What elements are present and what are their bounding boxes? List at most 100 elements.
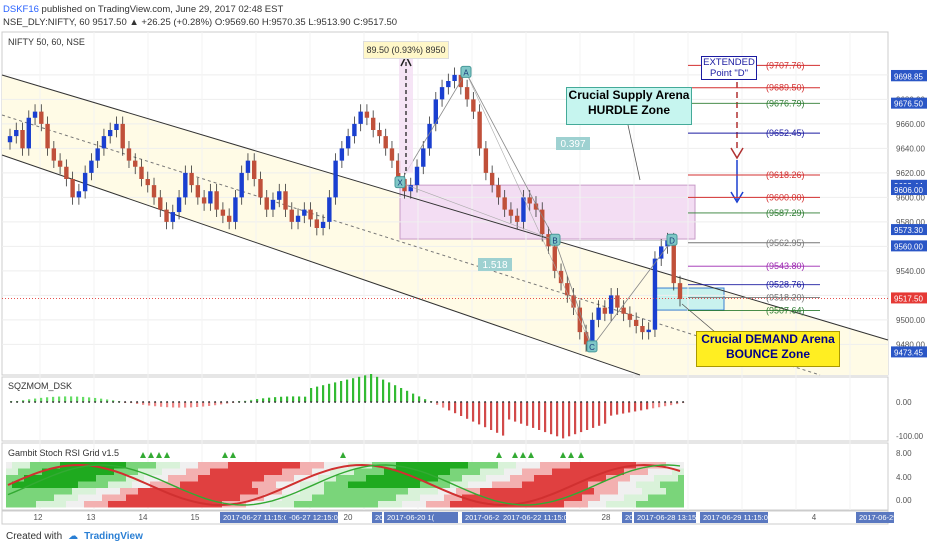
squeeze-dot bbox=[406, 401, 409, 403]
stoch-grid-cell bbox=[36, 475, 42, 482]
ratio-label-ratio_mid: 1.518 bbox=[482, 260, 507, 271]
stoch-grid-cell bbox=[288, 501, 294, 508]
stoch-grid-cell bbox=[24, 475, 30, 482]
stoch-grid-cell bbox=[162, 468, 168, 475]
tradingview-logo-icon[interactable]: ☁ bbox=[68, 531, 79, 542]
stoch-grid-cell bbox=[618, 462, 624, 469]
stoch-grid-cell bbox=[438, 481, 444, 488]
stoch-grid-cell bbox=[594, 462, 600, 469]
stoch-grid-cell bbox=[612, 475, 618, 482]
stoch-grid-cell bbox=[552, 501, 558, 508]
candle-body bbox=[151, 185, 157, 198]
stoch-grid-cell bbox=[306, 494, 312, 501]
stoch-grid-cell bbox=[360, 481, 366, 488]
candle-body bbox=[514, 215, 520, 222]
squeeze-dot bbox=[250, 401, 253, 403]
stoch-grid-cell bbox=[36, 488, 42, 495]
stoch-grid-cell bbox=[330, 475, 336, 482]
stoch-grid-cell bbox=[372, 501, 378, 508]
x-tag-bg bbox=[500, 512, 566, 523]
stoch-grid-cell bbox=[318, 501, 324, 508]
squeeze-dot bbox=[574, 401, 577, 403]
stoch-grid-cell bbox=[234, 494, 240, 501]
stoch-grid-cell bbox=[336, 501, 342, 508]
squeeze-dot bbox=[664, 401, 667, 403]
pattern-point-a: A bbox=[460, 65, 472, 78]
stoch-grid-cell bbox=[198, 468, 204, 475]
squeeze-dot bbox=[622, 401, 625, 403]
stoch-grid-cell bbox=[354, 494, 360, 501]
candle-body bbox=[533, 203, 539, 210]
stoch-grid-cell bbox=[330, 481, 336, 488]
stoch-grid-cell bbox=[216, 494, 222, 501]
stoch-grid-cell bbox=[120, 468, 126, 475]
stoch-grid-cell bbox=[342, 462, 348, 469]
stoch-grid-cell bbox=[432, 475, 438, 482]
stoch-grid-cell bbox=[198, 475, 204, 482]
stoch-grid-cell bbox=[324, 468, 330, 475]
x-tag-bg bbox=[856, 512, 894, 523]
level-label: (9676.79) bbox=[766, 98, 805, 108]
stoch-grid-cell bbox=[78, 494, 84, 501]
stoch-grid-cell bbox=[636, 501, 642, 508]
stoch-grid-cell bbox=[636, 475, 642, 482]
sqzmom-bar bbox=[574, 402, 577, 435]
candle-body bbox=[14, 130, 19, 137]
candle-body bbox=[552, 246, 557, 271]
stoch-grid-cell bbox=[12, 481, 18, 488]
stoch-grid-cell bbox=[582, 475, 588, 482]
stoch-grid-cell bbox=[468, 475, 474, 482]
y-tick-label: 9580.00 bbox=[896, 218, 925, 227]
stoch-grid-cell bbox=[240, 494, 246, 501]
stoch-grid-cell bbox=[372, 468, 378, 475]
stoch-grid-cell bbox=[534, 494, 540, 501]
squeeze-dot bbox=[556, 401, 559, 403]
tradingview-brand[interactable]: TradingView bbox=[84, 531, 143, 542]
stoch-grid-cell bbox=[612, 462, 618, 469]
candle-body bbox=[446, 81, 451, 88]
stoch-grid-cell bbox=[486, 494, 492, 501]
stoch-grid-cell bbox=[240, 462, 246, 469]
stoch-grid-cell bbox=[6, 468, 12, 475]
stoch-grid-cell bbox=[12, 475, 18, 482]
sqzmom-bar bbox=[652, 402, 655, 409]
stoch-grid-cell bbox=[396, 501, 402, 508]
stoch-grid-cell bbox=[324, 494, 330, 501]
stoch-grid-cell bbox=[204, 488, 210, 495]
stoch-grid-cell bbox=[126, 481, 132, 488]
stoch-grid-cell bbox=[294, 462, 300, 469]
stoch-grid-cell bbox=[522, 481, 528, 488]
stoch-grid-cell bbox=[516, 462, 522, 469]
sqzmom-bar bbox=[568, 402, 571, 437]
stoch-grid-cell bbox=[138, 494, 144, 501]
candle-body bbox=[32, 111, 38, 118]
level-label: (9528.76) bbox=[766, 280, 805, 290]
stoch-grid-cell bbox=[618, 475, 624, 482]
sqzmom-bar bbox=[310, 388, 313, 402]
stoch-grid-cell bbox=[342, 488, 348, 495]
sqzmom-bar bbox=[202, 402, 205, 407]
pattern-leg bbox=[465, 72, 556, 241]
stoch-grid-cell bbox=[510, 462, 516, 469]
sqzmom-bar bbox=[670, 402, 673, 406]
stoch-grid-cell bbox=[648, 475, 654, 482]
price-tag bbox=[891, 97, 927, 109]
candle-body bbox=[602, 307, 608, 314]
stoch-grid-cell bbox=[132, 488, 138, 495]
pattern-point-marker bbox=[586, 340, 598, 353]
stoch-grid-cell bbox=[168, 494, 174, 501]
stoch-grid-cell bbox=[498, 462, 504, 469]
stoch-grid-cell bbox=[114, 462, 120, 469]
stoch-grid-cell bbox=[72, 494, 78, 501]
squeeze-dot bbox=[478, 401, 481, 403]
stoch-grid-cell bbox=[348, 475, 354, 482]
stoch-grid-cell bbox=[258, 475, 264, 482]
stoch-grid-cell bbox=[606, 501, 612, 508]
squeeze-dot bbox=[538, 401, 541, 403]
stoch-grid-cell bbox=[12, 462, 18, 469]
sqzmom-bar bbox=[664, 402, 667, 407]
level-label: (9518.20) bbox=[766, 293, 805, 303]
publisher-name[interactable]: DSKF16 bbox=[3, 4, 39, 15]
stoch-grid-cell bbox=[618, 494, 624, 501]
stoch-grid-cell bbox=[540, 462, 546, 469]
